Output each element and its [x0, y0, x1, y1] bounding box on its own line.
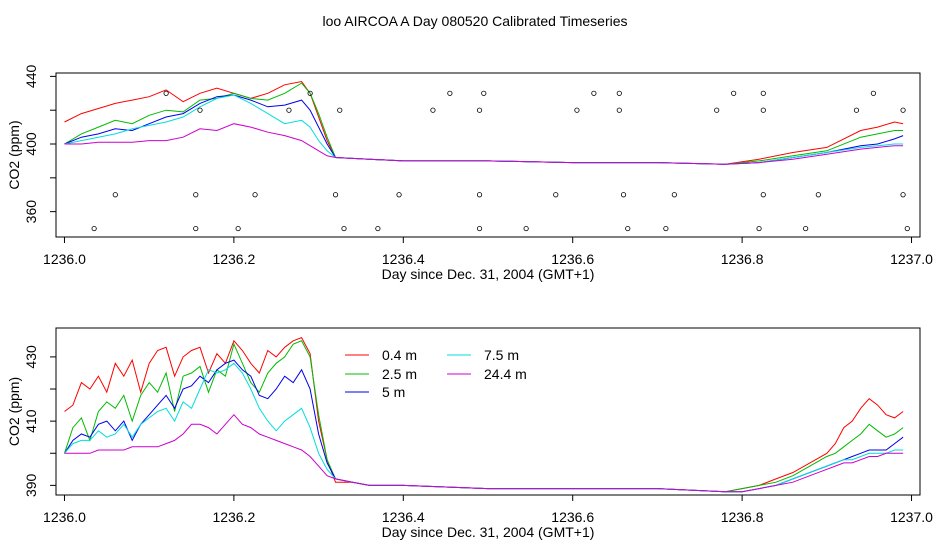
series-line-2: [64, 340, 904, 493]
data-point-marker: [760, 90, 766, 96]
data-point-marker: [714, 107, 720, 113]
y-axis: 360 400 440: [23, 64, 56, 223]
data-point-marker: [476, 192, 483, 198]
data-point-marker: [476, 225, 483, 232]
x-tick-label: 1236.6: [551, 509, 594, 525]
y-tick-label: 440: [23, 64, 39, 88]
data-point-marker: [731, 90, 737, 96]
data-point-marker: [760, 192, 766, 198]
data-point-marker: [91, 225, 97, 232]
data-point-marker: [286, 107, 292, 113]
data-point-marker: [193, 192, 199, 198]
series-line-5: [64, 413, 904, 493]
data-point-marker: [112, 192, 118, 198]
plot-frame: [55, 327, 921, 496]
data-point-marker: [447, 90, 453, 96]
x-axis: 1236.0 1236.2 1236.4 1236.6 1236.8 1237.0: [43, 495, 933, 525]
data-point-marker: [396, 192, 402, 198]
data-point-marker: [476, 107, 483, 113]
y-tick-label: 390: [23, 473, 39, 497]
legend-label-3: 5 m: [382, 384, 405, 400]
data-point-marker: [671, 192, 677, 198]
data-point-marker: [481, 90, 487, 96]
data-point-marker: [760, 107, 766, 113]
y-axis: 390 410 430: [23, 345, 56, 497]
data-point-marker: [815, 192, 821, 198]
y-axis-label: CO2 (ppm): [6, 120, 22, 189]
data-point-marker: [904, 225, 910, 232]
marker-group: [91, 90, 910, 232]
data-point-marker: [663, 225, 669, 232]
y-tick-label: 360: [23, 200, 39, 224]
x-tick-label: 1236.0: [43, 509, 86, 525]
x-axis-label: Day since Dec. 31, 2004 (GMT+1): [382, 266, 595, 282]
legend-label-1: 0.4 m: [382, 347, 417, 363]
data-point-marker: [616, 90, 622, 96]
data-point-marker: [625, 225, 631, 232]
data-point-marker: [523, 225, 529, 232]
series-group: [64, 336, 904, 493]
x-tick-label: 1236.2: [212, 509, 255, 525]
data-point-marker: [332, 192, 339, 198]
series-line-1: [64, 80, 904, 165]
y-tick-label: 430: [23, 345, 39, 369]
data-point-marker: [900, 107, 906, 113]
x-tick-label: 1236.2: [212, 251, 255, 267]
series-line-4: [64, 362, 904, 493]
data-point-marker: [616, 107, 622, 113]
panel-2: 1236.0 1236.2 1236.4 1236.6 1236.8 1237.0 Day …: [6, 327, 933, 540]
figure-title: loo AIRCOA A Day 080520 Calibrated Times…: [322, 13, 627, 29]
data-point-marker: [900, 192, 906, 198]
data-point-marker: [337, 107, 343, 113]
x-axis-label: Day since Dec. 31, 2004 (GMT+1): [382, 524, 595, 540]
legend-label-5: 24.4 m: [484, 366, 527, 382]
series-line-5: [64, 123, 904, 165]
series-line-3: [64, 94, 904, 165]
series-group: [64, 80, 904, 165]
x-tick-label: 1236.0: [43, 251, 86, 267]
data-point-marker: [163, 90, 169, 96]
x-tick-label: 1237.0: [890, 251, 933, 267]
panel-1: 1236.0 1236.2 1236.4 1236.6 1236.8 1237.0 Day …: [6, 64, 933, 282]
data-point-marker: [341, 225, 347, 232]
data-point-marker: [870, 90, 877, 96]
data-point-marker: [307, 90, 313, 96]
data-point-marker: [553, 192, 559, 198]
data-point-marker: [193, 225, 199, 232]
legend: 0.4 m 2.5 m 5 m 7.5 m 24.4 m: [345, 347, 527, 400]
data-point-marker: [756, 225, 762, 232]
x-tick-label: 1236.4: [382, 509, 425, 525]
data-point-marker: [252, 192, 258, 198]
data-point-marker: [235, 225, 241, 232]
y-axis-label: CO2 (ppm): [6, 377, 22, 446]
data-point-marker: [591, 90, 597, 96]
series-line-4: [64, 94, 904, 165]
x-tick-label: 1237.0: [890, 509, 933, 525]
data-point-marker: [620, 192, 627, 198]
x-tick-label: 1236.4: [382, 251, 425, 267]
legend-label-2: 2.5 m: [382, 366, 417, 382]
y-tick-label: 410: [23, 409, 39, 433]
series-line-1: [64, 336, 904, 493]
legend-label-4: 7.5 m: [484, 347, 519, 363]
y-tick-label: 400: [23, 132, 39, 156]
data-point-marker: [574, 107, 580, 113]
data-point-marker: [853, 107, 860, 113]
data-point-marker: [430, 107, 436, 113]
data-point-marker: [375, 225, 381, 232]
series-line-2: [64, 82, 904, 165]
x-axis: 1236.0 1236.2 1236.4 1236.6 1236.8 1237.0: [43, 237, 933, 267]
data-point-marker: [803, 225, 809, 232]
x-tick-label: 1236.8: [721, 251, 764, 267]
x-tick-label: 1236.6: [551, 251, 594, 267]
x-tick-label: 1236.8: [721, 509, 764, 525]
plot-frame: [55, 72, 921, 238]
data-point-marker: [197, 107, 203, 113]
